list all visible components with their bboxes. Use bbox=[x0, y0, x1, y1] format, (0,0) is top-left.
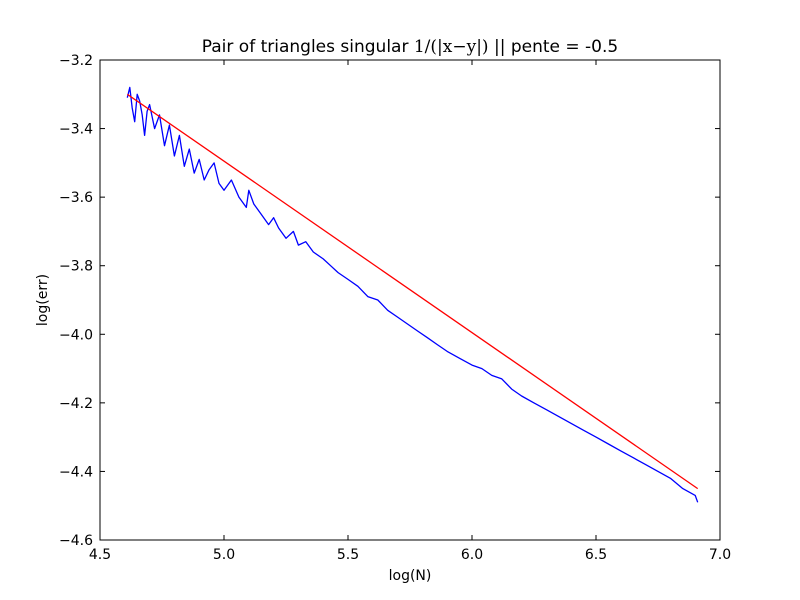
y-tick-label: −4.2 bbox=[59, 396, 93, 412]
y-tick-label: −3.6 bbox=[59, 190, 93, 206]
x-tick-label: 7.0 bbox=[709, 547, 731, 563]
series-layer bbox=[126, 86, 699, 503]
y-tick-label: −4.4 bbox=[59, 464, 93, 480]
y-tick-label: −3.8 bbox=[59, 259, 93, 275]
series-line-1 bbox=[126, 93, 699, 490]
x-tick-label: 4.5 bbox=[89, 547, 111, 563]
plot-area bbox=[99, 59, 721, 541]
ticks-layer: 4.5 5.0 5.5 6.0 6.5 7.0 −4.6 −4.4 −4.2 −4.0 −3.8 −3… bbox=[59, 53, 731, 563]
x-tick-label: 6.5 bbox=[585, 547, 607, 563]
y-tick-label: −4.6 bbox=[59, 533, 93, 549]
chart-title-math: 1/(|x−y|) bbox=[414, 37, 489, 57]
y-tick-label: −3.2 bbox=[59, 53, 93, 69]
x-tick-label: 6.0 bbox=[461, 547, 483, 563]
y-axis-label: log(err) bbox=[35, 274, 51, 326]
y-tick-label: −3.4 bbox=[59, 122, 93, 138]
y-tick-label: −4.0 bbox=[59, 327, 93, 343]
chart-title-suffix: || pente = -0.5 bbox=[489, 37, 619, 57]
series-line-0 bbox=[126, 86, 699, 503]
x-axis-label: log(N) bbox=[389, 568, 432, 584]
x-tick-label: 5.0 bbox=[213, 547, 235, 563]
chart-title: Pair of triangles singular 1/(|x−y|) || … bbox=[202, 37, 618, 57]
chart-title-prefix: Pair of triangles singular bbox=[202, 37, 414, 57]
x-tick-label: 5.5 bbox=[337, 547, 359, 563]
